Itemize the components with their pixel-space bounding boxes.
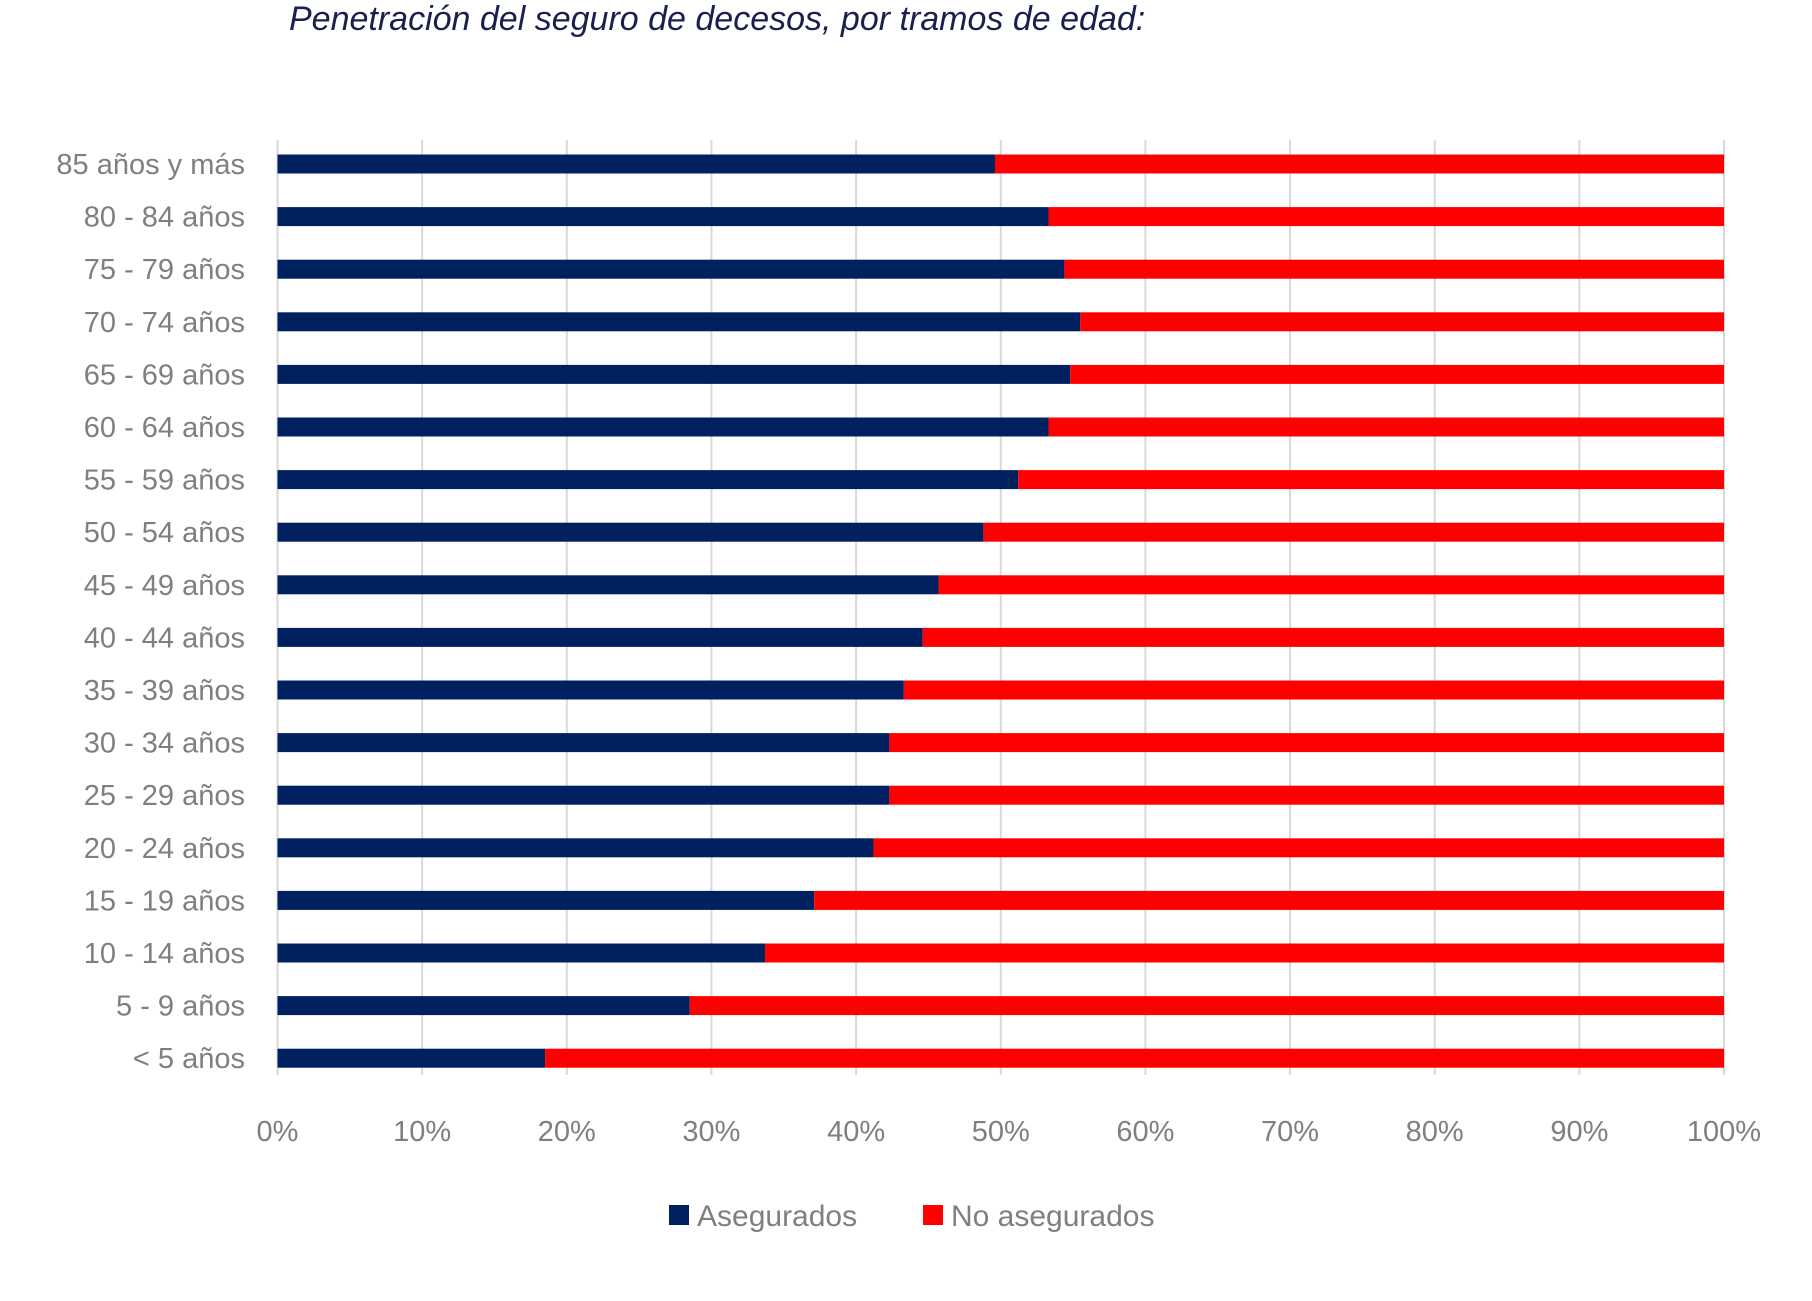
legend-swatch-asegurados [669, 1205, 689, 1225]
x-tick-label: 40% [827, 1116, 885, 1148]
category-label: 80 - 84 años [84, 202, 245, 234]
bar-no-asegurados [689, 996, 1725, 1016]
category-label: 20 - 24 años [84, 833, 245, 865]
bar-no-asegurados [983, 522, 1724, 542]
bar-asegurados [277, 575, 939, 595]
bar-asegurados [277, 259, 1065, 279]
bar-no-asegurados [889, 733, 1724, 753]
bar-asegurados [277, 890, 815, 910]
bar-no-asegurados [922, 627, 1724, 647]
chart-title: Penetración del seguro de decesos, por t… [289, 0, 1145, 38]
x-tick-label: 70% [1261, 1116, 1319, 1148]
bar-asegurados [277, 154, 995, 174]
category-label: 15 - 19 años [84, 885, 245, 917]
category-label: 60 - 64 años [84, 412, 245, 444]
bar-no-asegurados [873, 838, 1724, 858]
bar-no-asegurados [1080, 312, 1724, 332]
bar-asegurados [277, 364, 1071, 384]
category-label: 75 - 79 años [84, 254, 245, 286]
bar-asegurados [277, 522, 984, 542]
category-label: 25 - 29 años [84, 780, 245, 812]
x-tick-label: 60% [1116, 1116, 1174, 1148]
bar-no-asegurados [1048, 417, 1724, 437]
bar-no-asegurados [1018, 470, 1724, 490]
category-label: 30 - 34 años [84, 728, 245, 760]
bar-asegurados [277, 207, 1049, 227]
legend-label-asegurados: Asegurados [697, 1200, 857, 1233]
bar-no-asegurados [764, 943, 1724, 963]
legend-label-no-asegurados: No asegurados [951, 1200, 1154, 1233]
bar-no-asegurados [545, 1048, 1724, 1068]
bar-asegurados [277, 312, 1081, 332]
category-label: 55 - 59 años [84, 465, 245, 497]
bar-no-asegurados [903, 680, 1724, 700]
category-label: 45 - 49 años [84, 570, 245, 602]
x-tick-label: 80% [1406, 1116, 1464, 1148]
bar-no-asegurados [994, 154, 1724, 174]
bar-asegurados [277, 838, 874, 858]
bar-no-asegurados [889, 785, 1724, 805]
bars [277, 154, 1725, 1068]
category-label: 70 - 74 años [84, 307, 245, 339]
x-tick-label: 0% [257, 1116, 299, 1148]
bar-no-asegurados [814, 890, 1724, 910]
bar-asegurados [277, 680, 904, 700]
category-labels: 85 años y más 80 - 84 años 75 - 79 años 70 … [56, 149, 245, 1075]
legend: Asegurados No asegurados [669, 1200, 1154, 1233]
category-label: 85 años y más [56, 149, 245, 181]
bar-asegurados [277, 417, 1049, 437]
category-label: 35 - 39 años [84, 675, 245, 707]
category-label: 65 - 69 años [84, 359, 245, 391]
category-label: 10 - 14 años [84, 938, 245, 970]
bar-asegurados [277, 785, 890, 805]
bar-no-asegurados [938, 575, 1724, 595]
x-tick-label: 90% [1550, 1116, 1608, 1148]
bar-asegurados [277, 733, 890, 753]
x-tick-label: 10% [393, 1116, 451, 1148]
bar-no-asegurados [1070, 364, 1724, 384]
category-label: 40 - 44 años [84, 622, 245, 654]
bar-asegurados [277, 627, 923, 647]
category-label: 50 - 54 años [84, 517, 245, 549]
x-tick-label: 20% [538, 1116, 596, 1148]
x-tick-label: 100% [1687, 1116, 1761, 1148]
x-tick-label: 30% [682, 1116, 740, 1148]
category-label: < 5 años [133, 1043, 245, 1075]
bar-asegurados [277, 1048, 546, 1068]
bar-no-asegurados [1048, 207, 1724, 227]
category-label: 5 - 9 años [116, 991, 245, 1023]
x-tick-labels: 0% 10% 20% 30% 40% 50% 60% 70% 80% 90% 100% [257, 1116, 1762, 1148]
bar-no-asegurados [1064, 259, 1724, 279]
gridlines [276, 140, 1725, 1075]
bar-asegurados [277, 470, 1019, 490]
bar-asegurados [277, 943, 765, 963]
legend-swatch-no-asegurados [923, 1205, 943, 1225]
x-tick-label: 50% [972, 1116, 1030, 1148]
bar-asegurados [277, 996, 690, 1016]
